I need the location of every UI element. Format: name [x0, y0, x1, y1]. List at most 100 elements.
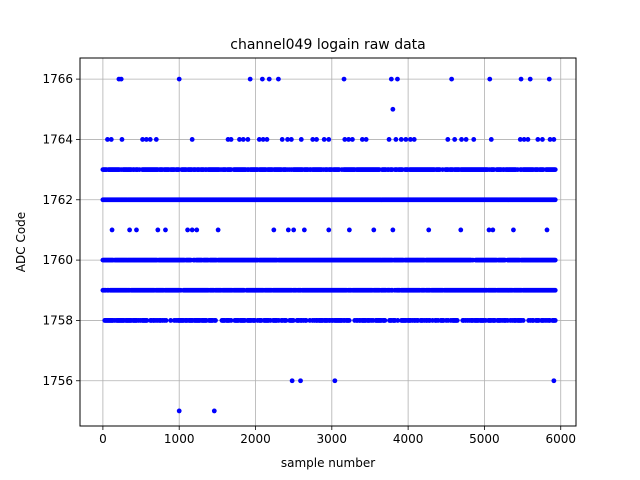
data-point: [211, 408, 217, 414]
data-point: [259, 76, 265, 82]
data-point: [346, 137, 352, 142]
chart-title: channel049 logain raw data: [230, 37, 425, 53]
data-point: [283, 318, 289, 323]
y-tick-label: 1758: [42, 313, 73, 327]
data-point: [486, 227, 492, 233]
data-point: [540, 137, 545, 142]
x-tick-label: 3000: [317, 432, 348, 446]
data-point: [398, 137, 404, 142]
data-point: [393, 137, 399, 142]
data-point: [552, 257, 558, 263]
data-point: [403, 137, 409, 142]
data-point: [350, 137, 355, 142]
x-axis-label: sample number: [281, 456, 375, 470]
data-point: [155, 227, 161, 233]
data-point: [546, 76, 552, 82]
data-point: [395, 318, 401, 323]
data-point: [140, 137, 145, 142]
data-point: [290, 318, 296, 323]
data-point: [237, 137, 242, 142]
data-point: [256, 137, 262, 142]
x-tick-label: 1000: [164, 432, 195, 446]
y-axis-ticks: 1756 1758 1760 1762 1764 1766: [42, 72, 80, 388]
data-point: [454, 318, 460, 323]
data-point: [326, 137, 332, 142]
data-point: [118, 76, 124, 82]
data-point: [471, 137, 477, 142]
data-point: [511, 227, 516, 233]
data-point: [551, 137, 557, 142]
x-axis-ticks: 0 1000 2000 3000 4000 5000 6000: [99, 426, 576, 446]
data-point: [371, 227, 377, 233]
data-point: [144, 318, 150, 323]
data-point: [332, 378, 338, 384]
data-point: [298, 378, 303, 384]
data-point: [105, 137, 110, 142]
data-point: [288, 137, 294, 142]
scatter-points: [100, 76, 558, 414]
data-point: [452, 137, 458, 142]
data-point: [185, 227, 190, 233]
data-point: [189, 137, 195, 142]
data-point: [326, 227, 332, 233]
data-point: [544, 227, 550, 233]
data-point: [359, 137, 365, 142]
data-point: [266, 76, 272, 82]
data-point: [279, 137, 285, 142]
data-point: [527, 76, 533, 82]
data-point: [271, 227, 277, 233]
data-point: [535, 137, 541, 142]
y-axis-label: ADC Code: [14, 212, 28, 272]
data-point: [168, 318, 174, 323]
y-tick-label: 1766: [42, 72, 73, 86]
data-point: [285, 137, 290, 142]
data-point: [552, 167, 558, 173]
x-tick-label: 4000: [393, 432, 424, 446]
data-point: [521, 137, 527, 142]
data-point: [276, 76, 281, 82]
data-point: [291, 227, 297, 233]
data-point: [342, 137, 348, 142]
data-point: [240, 137, 246, 142]
data-point: [247, 76, 253, 82]
data-point: [518, 76, 524, 82]
data-point: [411, 137, 417, 142]
data-point: [552, 197, 558, 203]
x-tick-label: 6000: [545, 432, 576, 446]
data-point: [163, 227, 168, 233]
data-point: [189, 227, 195, 233]
data-point: [314, 137, 319, 142]
data-point: [490, 227, 496, 233]
x-tick-label: 0: [99, 432, 107, 446]
x-tick-label: 5000: [469, 432, 500, 446]
data-point: [458, 227, 464, 233]
data-point: [459, 137, 464, 142]
data-point: [487, 76, 493, 82]
data-point: [213, 318, 218, 323]
y-tick-label: 1762: [42, 193, 73, 207]
data-point: [163, 318, 169, 323]
data-point: [119, 137, 125, 142]
data-point: [547, 137, 553, 142]
data-point: [488, 137, 494, 142]
data-point: [310, 137, 316, 142]
data-point: [228, 318, 234, 323]
data-point: [346, 318, 352, 323]
data-point: [245, 137, 251, 142]
data-point: [134, 227, 139, 233]
y-tick-label: 1760: [42, 253, 73, 267]
data-point: [109, 227, 115, 233]
data-point: [390, 227, 396, 233]
data-point: [108, 137, 114, 142]
data-point: [127, 227, 132, 233]
data-point: [285, 227, 291, 233]
data-point: [289, 378, 295, 384]
data-point: [264, 137, 270, 142]
data-point: [176, 76, 182, 82]
data-point: [525, 137, 531, 142]
data-point: [363, 137, 369, 142]
data-point: [551, 378, 557, 384]
data-point: [445, 137, 451, 142]
